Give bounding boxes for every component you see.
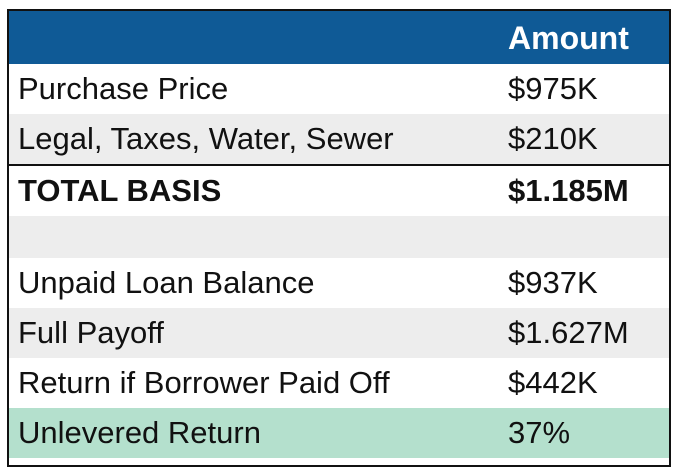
header-amount-cell: Amount (508, 20, 629, 56)
table-row-legal-taxes: Legal, Taxes, Water, Sewer $210K (9, 114, 669, 164)
table-row-unpaid-loan-balance: Unpaid Loan Balance $937K (9, 258, 669, 308)
table-row-full-payoff: Full Payoff $1.627M (9, 308, 669, 358)
table-row-spacer (9, 216, 669, 258)
row-label: Unlevered Return (18, 415, 261, 450)
row-value: $210K (508, 121, 598, 156)
row-label: Legal, Taxes, Water, Sewer (18, 121, 394, 156)
row-value: $937K (508, 265, 598, 300)
row-label: Full Payoff (18, 315, 164, 350)
table-row-purchase-price: Purchase Price $975K (9, 64, 669, 114)
financial-summary-table: Amount Purchase Price $975K Legal, Taxes… (7, 9, 671, 467)
row-value: $1.627M (508, 315, 629, 350)
row-label: Return if Borrower Paid Off (18, 365, 390, 400)
row-value: 37% (508, 415, 571, 450)
table-row-unlevered-return: Unlevered Return 37% (9, 408, 669, 458)
row-label: TOTAL BASIS (18, 173, 222, 208)
row-value: $1.185M (508, 173, 629, 208)
row-label: Purchase Price (18, 71, 229, 106)
table-header-row: Amount (9, 11, 669, 64)
row-label: Unpaid Loan Balance (18, 265, 315, 300)
table-row-return-if-paid-off: Return if Borrower Paid Off $442K (9, 358, 669, 408)
table-row-total-basis: TOTAL BASIS $1.185M (9, 164, 669, 216)
row-value: $975K (508, 71, 598, 106)
row-value: $442K (508, 365, 598, 400)
